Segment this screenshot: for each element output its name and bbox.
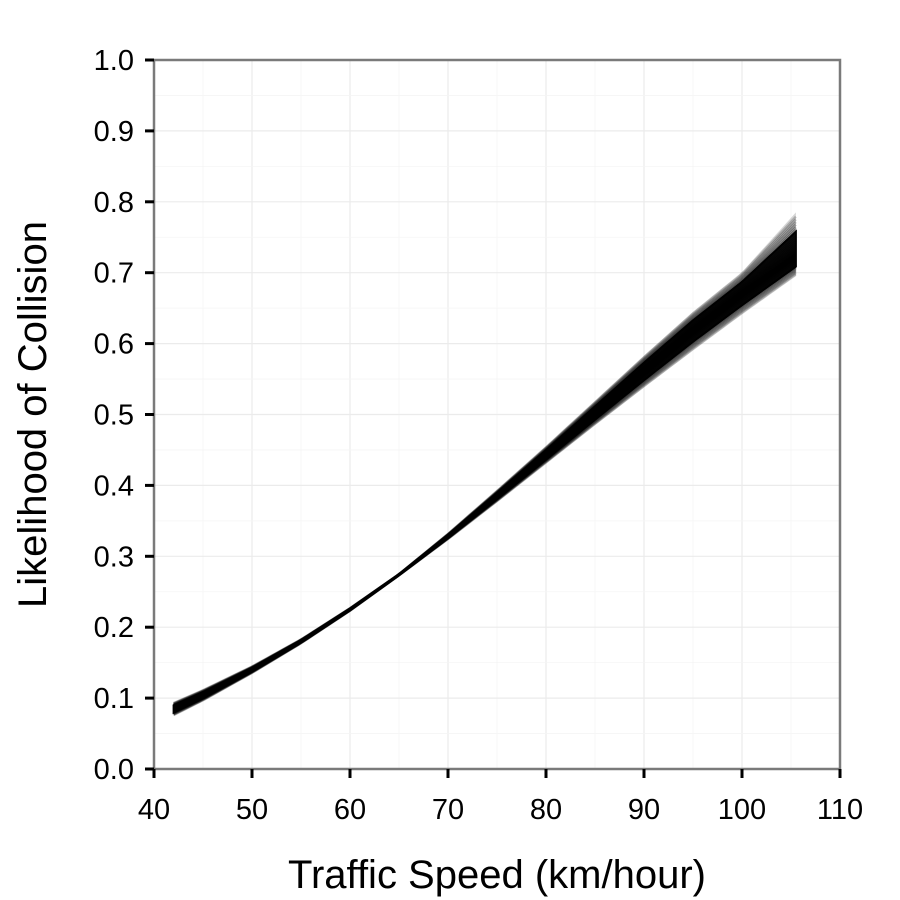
x-tick-label: 40 bbox=[138, 794, 170, 826]
y-tick-label: 0.8 bbox=[94, 187, 134, 219]
x-axis-title: Traffic Speed (km/hour) bbox=[288, 853, 706, 897]
y-tick-label: 0.4 bbox=[94, 470, 134, 502]
simulation-curve bbox=[173, 221, 797, 705]
simulation-curve bbox=[173, 218, 797, 705]
simulation-curve bbox=[173, 223, 797, 706]
y-tick-label: 0.9 bbox=[94, 116, 134, 148]
simulation-curve bbox=[173, 215, 797, 705]
simulation-curve bbox=[173, 226, 797, 706]
y-tick-label: 0.2 bbox=[94, 612, 134, 644]
y-tick-label: 1.0 bbox=[94, 45, 134, 77]
x-tick-label: 110 bbox=[817, 794, 863, 826]
grid-lines bbox=[153, 59, 841, 770]
y-tick-label: 0.0 bbox=[94, 754, 134, 786]
x-tick-label: 70 bbox=[432, 794, 464, 826]
y-tick-label: 0.6 bbox=[94, 329, 134, 361]
simulation-band bbox=[172, 212, 797, 717]
y-tick-label: 0.1 bbox=[94, 683, 134, 715]
simulation-curve bbox=[173, 228, 797, 707]
y-tick-label: 0.7 bbox=[94, 258, 134, 290]
band-outer-envelope bbox=[173, 212, 796, 716]
y-tick-label: 0.3 bbox=[94, 541, 134, 573]
simulation-curve bbox=[173, 231, 797, 707]
x-tick-label: 100 bbox=[718, 794, 766, 826]
x-tick-label: 50 bbox=[236, 794, 268, 826]
x-tick-label: 90 bbox=[628, 794, 660, 826]
axis-ticks: 40 50 60 70 80 90 100 110 0.0 0.1 0.2 0.3 0.4 0.5 0.6 0… bbox=[94, 45, 863, 826]
y-tick-label: 0.5 bbox=[94, 400, 134, 432]
x-tick-label: 80 bbox=[530, 794, 562, 826]
band-core bbox=[172, 229, 797, 715]
y-axis-title: Likelihood of Collision bbox=[11, 221, 55, 608]
x-tick-label: 60 bbox=[334, 794, 366, 826]
